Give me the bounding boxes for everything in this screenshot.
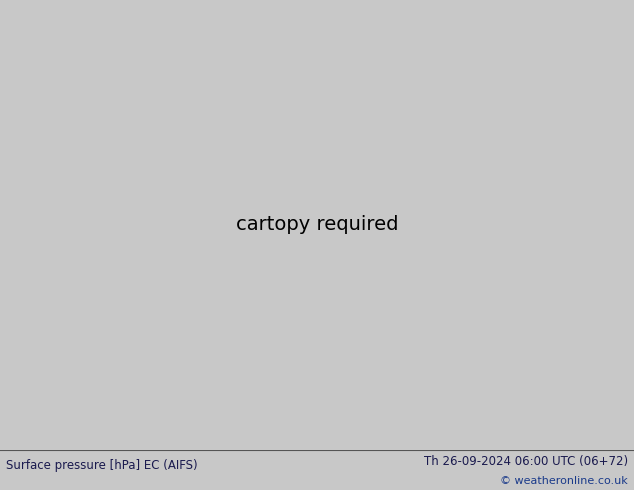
Text: cartopy required: cartopy required — [236, 216, 398, 234]
Text: © weatheronline.co.uk: © weatheronline.co.uk — [500, 476, 628, 486]
Text: Th 26-09-2024 06:00 UTC (06+72): Th 26-09-2024 06:00 UTC (06+72) — [424, 455, 628, 468]
Text: Surface pressure [hPa] EC (AIFS): Surface pressure [hPa] EC (AIFS) — [6, 460, 198, 472]
